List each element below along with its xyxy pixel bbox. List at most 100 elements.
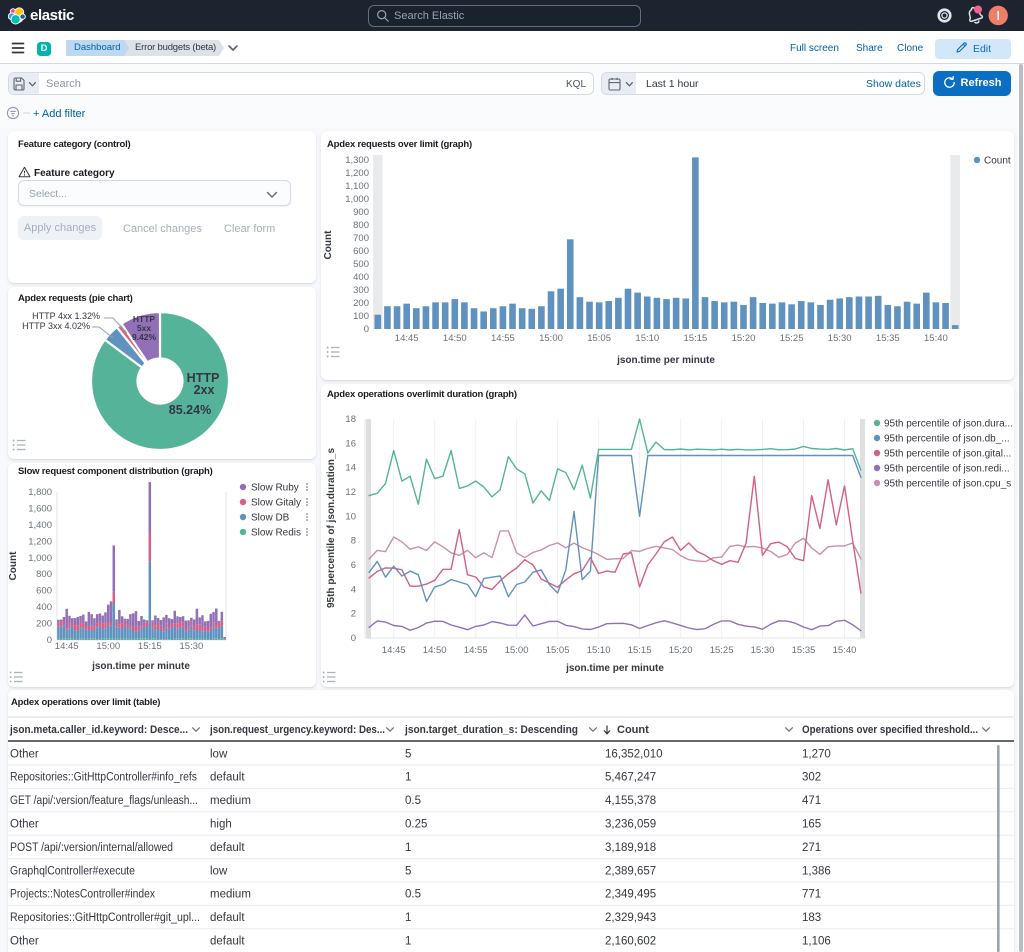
svg-text:15:00: 15:00 — [96, 641, 120, 652]
svg-text:800: 800 — [36, 569, 52, 580]
svg-text:14:55: 14:55 — [491, 333, 515, 344]
svg-text:183: 183 — [802, 912, 821, 924]
svg-text:POST /api/:version/internal/al: POST /api/:version/internal/allowed — [10, 842, 173, 854]
svg-text:Projects::NotesController#inde: Projects::NotesController#index — [10, 889, 155, 901]
svg-text:400: 400 — [36, 602, 52, 613]
svg-text:200: 200 — [36, 619, 52, 630]
svg-text:15:10: 15:10 — [587, 645, 611, 656]
svg-text:9.42%: 9.42% — [132, 332, 157, 342]
svg-text:8: 8 — [351, 536, 356, 547]
svg-text:json.time per minute: json.time per minute — [565, 663, 664, 674]
svg-text:85.24%: 85.24% — [169, 403, 211, 417]
svg-text:low: low — [210, 865, 228, 877]
svg-text:12: 12 — [345, 487, 356, 498]
svg-text:default: default — [210, 936, 245, 948]
svg-text:Other: Other — [10, 936, 39, 948]
svg-text:400: 400 — [353, 272, 369, 283]
svg-text:HTTP: HTTP — [133, 314, 156, 324]
svg-text:Slow DB: Slow DB — [251, 513, 290, 524]
svg-text:16,352,010: 16,352,010 — [605, 748, 663, 760]
svg-text:Count: Count — [617, 724, 649, 736]
svg-text:95th percentile of json.dura..: 95th percentile of json.dura... — [884, 419, 1013, 430]
svg-text:0: 0 — [351, 633, 356, 644]
svg-text:4,155,378: 4,155,378 — [605, 795, 656, 807]
svg-text:Slow Gitaly: Slow Gitaly — [251, 498, 301, 509]
svg-text:1: 1 — [405, 936, 411, 948]
svg-text:0: 0 — [364, 324, 369, 335]
svg-text:15:15: 15:15 — [138, 641, 162, 652]
svg-text:4: 4 — [351, 584, 356, 595]
svg-text:default: default — [210, 772, 245, 784]
svg-text:15:10: 15:10 — [635, 333, 659, 344]
svg-text:14:50: 14:50 — [423, 645, 447, 656]
svg-text:900: 900 — [353, 207, 369, 218]
svg-text:14:45: 14:45 — [382, 645, 406, 656]
svg-text:5: 5 — [405, 865, 411, 877]
svg-text:14:45: 14:45 — [395, 333, 419, 344]
svg-text:302: 302 — [802, 772, 821, 784]
svg-text:GraphqlController#execute: GraphqlController#execute — [10, 865, 135, 877]
svg-text:165: 165 — [802, 819, 821, 831]
svg-text:15:30: 15:30 — [751, 645, 775, 656]
svg-text:5,467,247: 5,467,247 — [605, 772, 656, 784]
svg-text:3,236,059: 3,236,059 — [605, 819, 656, 831]
svg-text:HTTP: HTTP — [187, 371, 220, 385]
svg-text:medium: medium — [210, 889, 251, 901]
svg-text:medium: medium — [210, 795, 251, 807]
svg-text:0: 0 — [47, 635, 52, 646]
svg-text:0.25: 0.25 — [405, 819, 427, 831]
svg-text:GET /api/:version/feature_flag: GET /api/:version/feature_flags/unleash.… — [10, 795, 198, 807]
svg-text:271: 271 — [802, 842, 821, 854]
svg-text:15:25: 15:25 — [780, 333, 804, 344]
svg-text:json.target_duration_s: Descen: json.target_duration_s: Descending — [404, 724, 578, 736]
svg-text:800: 800 — [353, 220, 369, 231]
svg-text:default: default — [210, 912, 245, 924]
svg-text:10: 10 — [345, 511, 356, 522]
svg-text:600: 600 — [353, 246, 369, 257]
svg-text:Repositories::GitHttpControlle: Repositories::GitHttpController#info_ref… — [10, 772, 197, 784]
svg-text:0.5: 0.5 — [405, 889, 421, 901]
svg-text:95th percentile of json.durati: 95th percentile of json.duration_s — [326, 448, 337, 608]
svg-text:Slow Ruby: Slow Ruby — [251, 483, 299, 494]
svg-text:6: 6 — [351, 560, 356, 571]
svg-text:json.meta.caller_id.keyword: D: json.meta.caller_id.keyword: Desce... — [9, 724, 188, 736]
svg-text:0.5: 0.5 — [405, 795, 421, 807]
svg-text:1,400: 1,400 — [28, 520, 52, 531]
svg-text:Count: Count — [323, 230, 334, 260]
svg-text:15:40: 15:40 — [924, 333, 948, 344]
svg-text:15:30: 15:30 — [180, 641, 204, 652]
svg-text:Slow Redis: Slow Redis — [251, 528, 301, 539]
svg-text:15:35: 15:35 — [876, 333, 900, 344]
svg-text:2xx: 2xx — [194, 383, 215, 397]
svg-text:95th percentile of json.redi..: 95th percentile of json.redi... — [884, 464, 1010, 475]
svg-text:HTTP 3xx 4.02%: HTTP 3xx 4.02% — [22, 321, 90, 331]
svg-text:1,000: 1,000 — [28, 553, 52, 564]
svg-text:1,106: 1,106 — [802, 936, 831, 948]
svg-text:15:00: 15:00 — [539, 333, 563, 344]
svg-text:3,189,918: 3,189,918 — [605, 842, 656, 854]
svg-text:600: 600 — [36, 586, 52, 597]
svg-text:15:15: 15:15 — [684, 333, 708, 344]
svg-text:16: 16 — [345, 438, 356, 449]
svg-text:2,389,657: 2,389,657 — [605, 865, 656, 877]
svg-text:15:20: 15:20 — [732, 333, 756, 344]
svg-text:771: 771 — [802, 889, 821, 901]
svg-text:1: 1 — [405, 772, 411, 784]
svg-text:14:55: 14:55 — [464, 645, 488, 656]
svg-text:2: 2 — [351, 609, 356, 620]
svg-text:15:15: 15:15 — [628, 645, 652, 656]
svg-text:2,349,495: 2,349,495 — [605, 889, 656, 901]
svg-text:json.request_urgency.keyword:: json.request_urgency.keyword: Des... — [209, 724, 385, 736]
svg-text:Count: Count — [984, 156, 1011, 167]
svg-text:471: 471 — [802, 795, 821, 807]
svg-text:2,329,943: 2,329,943 — [605, 912, 656, 924]
svg-text:15:05: 15:05 — [546, 645, 570, 656]
svg-text:18: 18 — [345, 414, 356, 425]
svg-text:1,200: 1,200 — [28, 536, 52, 547]
svg-text:15:40: 15:40 — [833, 645, 857, 656]
svg-text:1,000: 1,000 — [345, 194, 369, 205]
svg-text:700: 700 — [353, 233, 369, 244]
svg-text:Other: Other — [10, 748, 39, 760]
svg-text:high: high — [210, 819, 232, 831]
svg-text:json.time per minute: json.time per minute — [91, 661, 190, 672]
